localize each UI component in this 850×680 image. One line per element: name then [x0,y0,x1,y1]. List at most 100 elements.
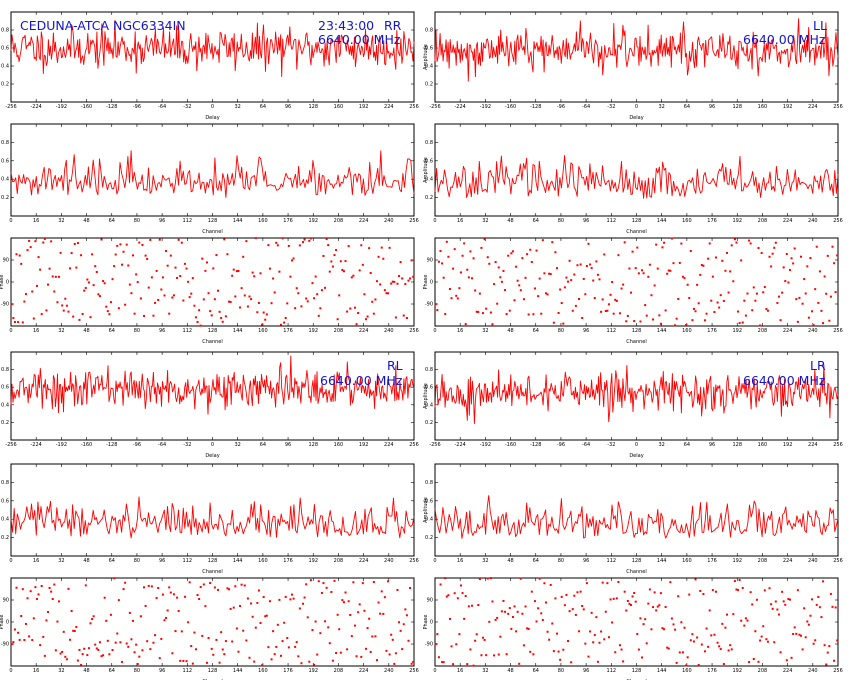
RL-phase-point [193,631,196,634]
RL-phase-point [308,660,311,663]
LL-phase-point [755,292,758,295]
LL-phase-point [439,249,442,252]
LR-phase-point [806,620,809,623]
RR-phase-point [158,238,161,241]
LL-phase-point [748,239,751,242]
RR-phase-point [29,246,32,249]
RL-phase-xtick-label: 0 [9,668,12,674]
RL-amplitude-panel: 0 16 32 48 64 80 96 112 128 144 160 176 192 208 224 240… [1,463,419,575]
LL-phase-point [667,269,670,272]
RR-phase-point [388,246,391,249]
LL-phase-point [801,302,804,305]
LL-phase-point [477,311,480,314]
LL-phase-point [815,245,818,248]
RL-phase-point [174,630,177,633]
RR-phase-point [357,312,360,315]
LR-phase-point [452,663,455,666]
RR-phase-point [325,238,328,241]
RL-phase-point [130,638,133,641]
RL-phase-point [344,591,347,594]
time-label: 23:43:00 [318,18,374,33]
RR-phase-point [15,253,18,256]
RR-phase-point [46,283,49,286]
LR-delay-xtick-label: 128 [732,442,742,448]
LL-phase-xtick-label: 160 [682,328,692,334]
LR-phase-point [652,606,655,609]
RR-phase-point [352,274,355,277]
RR-phase-xtick-label: 64 [109,328,115,334]
RL-phase-point [179,659,182,662]
LL-delay-xtick-label: 224 [808,104,818,110]
LL-phase-point [740,259,743,262]
RL-phase-point [212,653,215,656]
LL-phase-point [455,294,458,297]
LR-phase-point [628,602,631,605]
LR-phase-point [633,591,636,594]
RR-phase-point [302,241,305,244]
RR-phase-point [341,269,344,272]
RR-phase-point [132,254,135,257]
LR-phase-point [466,663,469,666]
LR-phase-point [828,645,831,648]
RL-phase-point [87,647,90,650]
RR-phase-point [84,286,87,289]
RR-amplitude-xtick-label: 256 [409,218,419,224]
RR-phase-panel: 0 16 32 48 64 80 96 112 128 144 160 176 192 208 224 240… [0,237,419,345]
RR-phase-point [116,244,119,247]
LR-phase-point [499,635,502,638]
LL-phase-point [711,275,714,278]
RL-phase-point [138,655,141,658]
RL-phase-ytick-label: -90 [1,642,9,648]
LR-phase-point [812,642,815,645]
LR-delay-xtick-label: -96 [557,442,565,448]
RL-phase-point [223,653,226,656]
RL-amplitude-xtick-label: 256 [409,558,419,564]
LR-phase-point [634,600,637,603]
LL-phase-point [493,283,496,286]
LL-phase-point [543,272,546,275]
RL-phase-point [410,662,413,665]
RL-phase-point [53,583,56,586]
LR-phase-point [434,643,437,646]
RR-delay-xtick-label: -192 [56,104,67,110]
RL-phase-point [374,635,377,638]
RR-phase-point [336,318,339,321]
LR-phase-ylabel: Phase [423,615,429,630]
RR-amplitude-xtick-label: 64 [109,218,115,224]
RL-phase-point [190,645,193,648]
RR-phase-point [70,252,73,255]
RR-phase-point [242,255,245,258]
LR-amplitude-xtick-label: 240 [808,558,818,564]
LL-delay-xtick-label: 32 [659,104,665,110]
RL-phase-point [26,597,29,600]
RR-phase-point [276,244,279,247]
LR-phase-point [647,602,650,605]
RR-amplitude-xtick-label: 0 [9,218,12,224]
LR-phase-panel: 0 16 32 48 64 80 96 112 128 144 160 176 192 208 224 240… [423,577,843,680]
RL-phase-point [228,588,231,591]
RR-phase-xlabel: Channel [202,339,223,345]
RL-phase-point [176,596,179,599]
RL-phase-point [349,614,352,617]
RR-phase-point [45,309,48,312]
LL-phase-point [535,249,538,252]
LL-delay-ylabel: Amplitude [423,44,429,70]
LR-phase-point [472,664,475,667]
RR-phase-xtick-label: 96 [159,328,165,334]
LR-phase-point [785,659,788,662]
RL-phase-point [89,622,92,625]
LR-phase-point [491,600,494,603]
LR-phase-point [562,648,565,651]
LL-phase-point [552,321,555,324]
RR-phase-point [265,313,268,316]
LL-phase-ylabel: Phase [423,275,429,290]
RR-phase-point [278,270,281,273]
RL-phase-point [150,585,153,588]
LR-phase-point [458,633,461,636]
LR-phase-point [478,578,481,581]
RR-phase-point [368,247,371,250]
LL-phase-point [618,312,621,315]
RL-phase-point [355,655,358,658]
RL-phase-point [201,634,204,637]
LR-phase-point [670,617,673,620]
